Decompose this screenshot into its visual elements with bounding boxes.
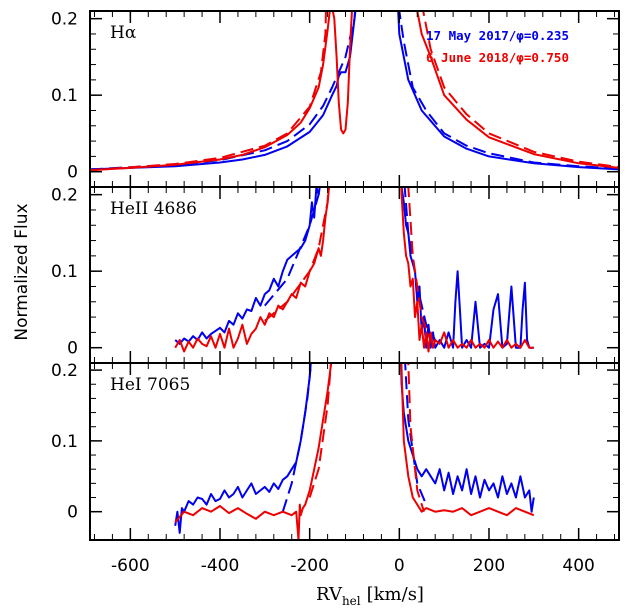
y-tick-label: 0 [67, 339, 78, 359]
y-tick-label: 0.1 [51, 432, 78, 452]
series-line-bottom-3 [308, 363, 425, 513]
x-tick-label: 200 [473, 556, 505, 576]
panel-bottom: 0 0.1 0.2 HeI 7065 [51, 361, 620, 541]
legend-entry: 6 June 2018/φ=0.750 [426, 50, 569, 65]
y-tick-label: 0 [67, 503, 78, 523]
legend-entry: 17 May 2017/φ=0.235 [426, 28, 569, 43]
x-axis-label-subscript: hel [342, 594, 361, 608]
y-tick-label: 0.2 [51, 186, 78, 206]
y-axis-label: Normalized Flux [12, 203, 32, 340]
series-line-top-3 [90, 11, 619, 172]
y-tick-label: 0 [67, 163, 78, 183]
x-tick-label: -400 [201, 556, 240, 576]
y-tick-label: 0.2 [51, 10, 78, 30]
series-line-middle-2 [174, 187, 534, 353]
series-line-middle-3 [264, 187, 432, 341]
x-tick-label: -600 [111, 556, 150, 576]
y-tick-label: 0.1 [51, 262, 78, 282]
series-line-top-1 [90, 11, 619, 171]
x-tick-label: -200 [290, 556, 329, 576]
x-axis-label-unit: [km/s] [367, 584, 424, 605]
panel-label: HeI 7065 [110, 375, 190, 395]
panels-layer: 0 0.1 0.2 Hα 17 May 2017/φ=0.235 6 June 2018/… [51, 10, 620, 576]
series-line-bottom-2 [174, 363, 535, 540]
panel-series-group [90, 11, 619, 172]
panel-top: 0 0.1 0.2 Hα 17 May 2017/φ=0.235 6 June 2018/… [51, 10, 620, 188]
panel-label: HeII 4686 [110, 199, 197, 219]
x-tick-label: 400 [562, 556, 594, 576]
panel-frame [89, 362, 620, 541]
series-line-bottom-1 [281, 363, 428, 513]
x-axis-label-main: RV [316, 584, 343, 605]
panel-middle: 0 0.1 0.2 HeII 4686 [51, 186, 620, 364]
y-tick-label: 0.2 [51, 361, 78, 381]
series-line-top-0 [90, 11, 619, 171]
panel-series-group [174, 363, 535, 540]
y-tick-label: 0.1 [51, 86, 78, 106]
x-axis-label: RVhel [km/s] [316, 584, 424, 608]
panel-label: Hα [110, 23, 137, 43]
x-tick-label: 0 [394, 556, 405, 576]
series-line-bottom-0 [174, 363, 535, 534]
panel-series-group [174, 187, 534, 353]
series-line-middle-1 [264, 187, 437, 341]
